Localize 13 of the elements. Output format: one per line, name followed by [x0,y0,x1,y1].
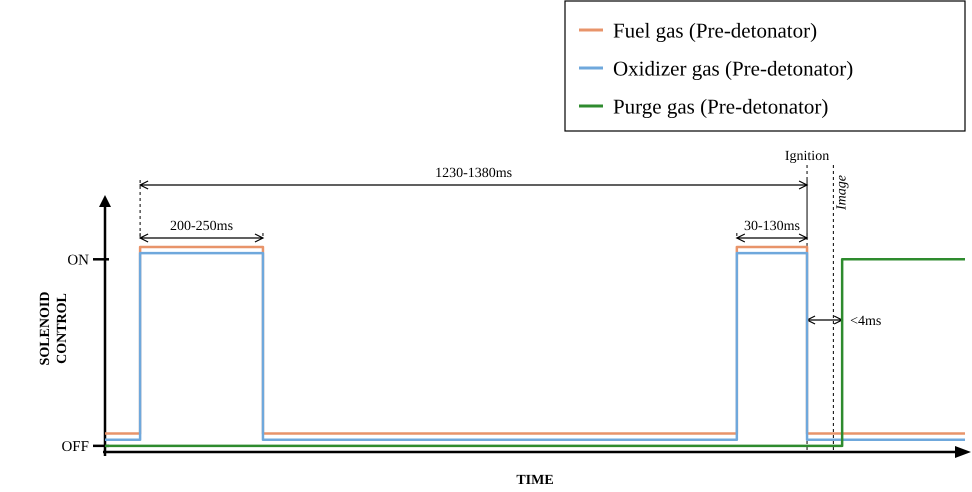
text: OFF [61,439,89,456]
text: Image [834,175,850,211]
legend-label: Purge gas (Pre-detonator) [613,94,828,118]
text: 1230-1380ms [435,166,512,181]
legend-label: Oxidizer gas (Pre-detonator) [613,56,854,80]
x-axis-title: TIME [516,473,554,488]
text: ON [67,252,90,269]
text: 30-130ms [744,219,800,234]
annotation: <4ms [850,314,882,329]
text: Ignition [784,149,830,164]
y-axis-title: SOLENOID CONTROL [38,292,70,366]
text: 200-250ms [170,219,234,234]
legend-label: Fuel gas (Pre-detonator) [613,18,818,42]
